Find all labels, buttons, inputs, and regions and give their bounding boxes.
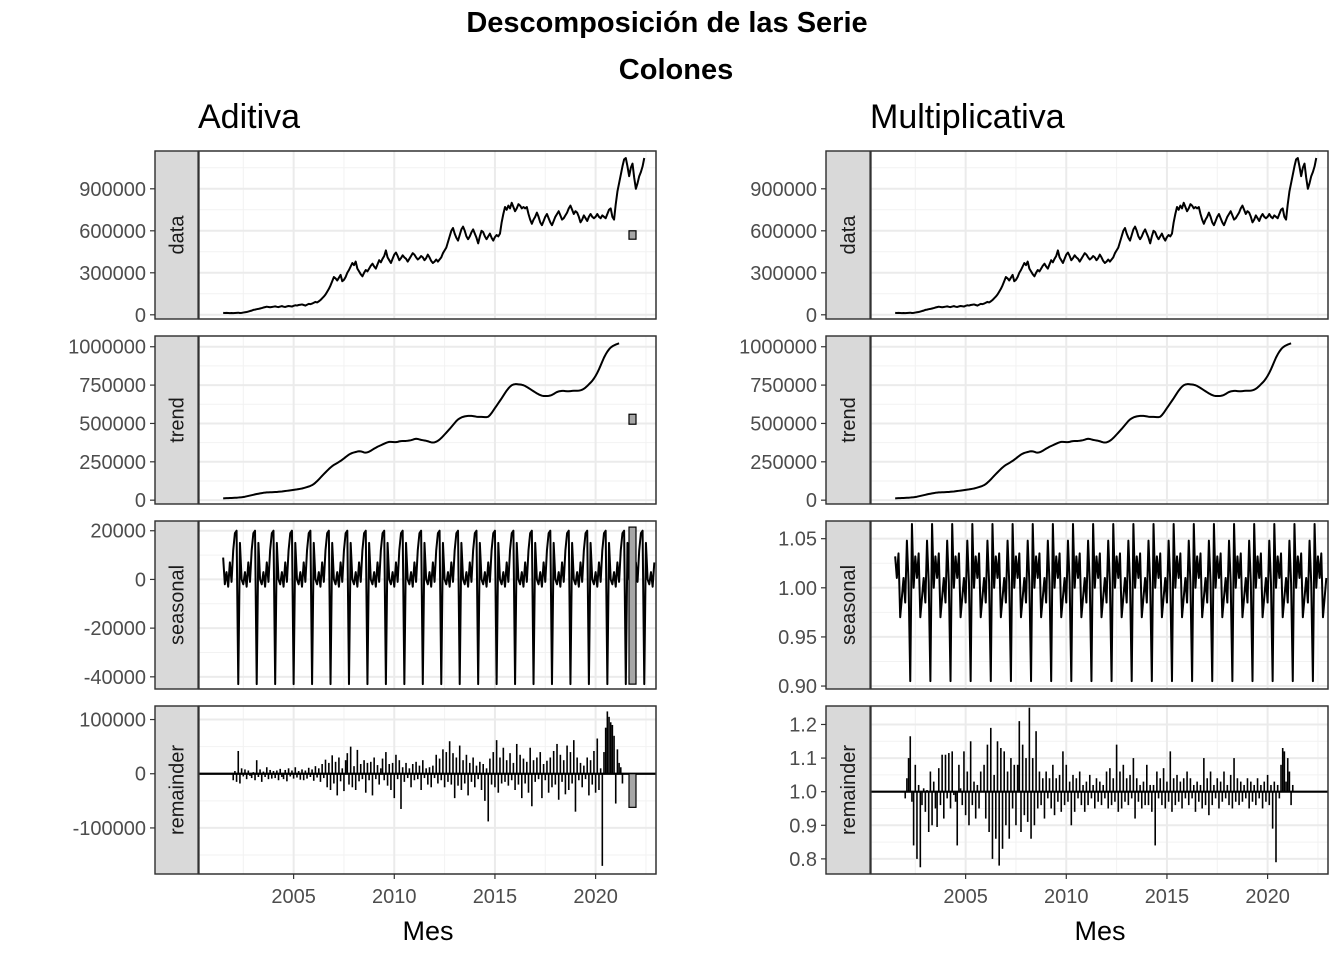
plot-area: data 0 300000 600000 900000 trend 0 250000 50000… <box>68 150 1329 908</box>
strip-label-data: data <box>838 215 860 255</box>
y-tick-label: 100000 <box>79 710 146 732</box>
y-tick-label: 1000000 <box>739 337 817 359</box>
y-tick-label: 1000000 <box>68 337 146 359</box>
y-tick-label: 0 <box>806 305 817 327</box>
series-line-seasonal <box>894 522 1328 683</box>
y-tick-label: 0 <box>135 490 146 512</box>
panel-background <box>871 336 1328 504</box>
series-line-data <box>223 157 646 315</box>
strip-box <box>825 705 871 875</box>
y-tick-label: -20000 <box>84 618 146 640</box>
multiplicativa-panel-trend: trend 0 250000 500000 750000 1000000 <box>739 335 1329 512</box>
panel-frame <box>825 705 1329 875</box>
panel-frame <box>825 520 1329 690</box>
x-tick-label: 2005 <box>271 886 316 908</box>
series-line-trend <box>895 342 1292 500</box>
strip-label-trend: trend <box>167 397 189 443</box>
y-tick-label: 300000 <box>79 263 146 285</box>
panel-frame <box>825 150 1329 320</box>
x-axis-label-multiplicativa: Mes <box>1074 916 1125 946</box>
panel-background <box>199 151 656 319</box>
x-tick-label: 2020 <box>1245 886 1290 908</box>
y-tick-label: 300000 <box>750 263 817 285</box>
strip-label-remainder: remainder <box>838 745 860 835</box>
range-bar <box>628 230 637 240</box>
y-tick-label: 600000 <box>750 221 817 243</box>
series-line-trend <box>223 342 620 500</box>
y-tick-label: 0.8 <box>789 849 817 871</box>
panel-frame <box>154 705 657 875</box>
y-tick-label: 0 <box>135 569 146 591</box>
y-tick-label: 0.90 <box>778 676 817 698</box>
panel-frame <box>154 150 657 320</box>
y-tick-label: 900000 <box>79 179 146 201</box>
strip-label-data: data <box>167 215 189 255</box>
x-axis-label-aditiva: Mes <box>402 916 453 946</box>
strip-label-seasonal: seasonal <box>838 565 860 645</box>
x-tick-label: 2005 <box>943 886 988 908</box>
aditiva-panel-remainder: remainder -100000 0 100000 2005 2010 2015 2020 <box>73 705 657 908</box>
figure-title: Descomposición de las Serie <box>466 7 867 39</box>
panel-background <box>871 151 1328 319</box>
y-tick-label: 0 <box>135 305 146 327</box>
x-tick-label: 2015 <box>1145 886 1190 908</box>
y-tick-label: 0.9 <box>789 815 817 837</box>
x-tick-label: 2020 <box>573 886 618 908</box>
strip-box <box>825 150 871 320</box>
aditiva-panel-trend: trend 0 250000 500000 750000 1000000 <box>68 335 657 512</box>
y-tick-label: 900000 <box>750 179 817 201</box>
range-bar <box>628 526 637 685</box>
y-tick-label: 250000 <box>79 452 146 474</box>
range-bar <box>628 773 637 808</box>
panel-background <box>199 336 656 504</box>
y-tick-label: 600000 <box>79 221 146 243</box>
strip-label-trend: trend <box>838 397 860 443</box>
multiplicativa-panel-seasonal: seasonal 0.90 0.95 1.00 1.05 <box>778 520 1329 698</box>
y-tick-label: 500000 <box>79 413 146 435</box>
y-tick-label: 1.2 <box>789 714 817 736</box>
aditiva-panel-data: data 0 300000 600000 900000 <box>79 150 657 327</box>
y-tick-label: 750000 <box>750 375 817 397</box>
strip-label-seasonal: seasonal <box>167 565 189 645</box>
strip-box <box>825 335 871 505</box>
strip-box <box>154 150 199 320</box>
x-tick-label: 2010 <box>372 886 417 908</box>
y-tick-label: 20000 <box>90 521 146 543</box>
panel-background <box>199 706 656 874</box>
subtitle-aditiva: Aditiva <box>198 98 300 136</box>
y-tick-label: 0.95 <box>778 627 817 649</box>
multiplicativa-panel-data: data 0 300000 600000 900000 <box>750 150 1329 327</box>
range-bar <box>628 413 637 425</box>
multiplicativa-panel-remainder: remainder 0.8 0.9 1.0 1.1 1.2 2005 2010 2015 2020 <box>789 705 1329 908</box>
y-tick-label: 1.0 <box>789 782 817 804</box>
subtitle-multiplicativa: Multiplicativa <box>870 98 1065 136</box>
y-tick-label: 1.1 <box>789 748 817 770</box>
y-tick-label: -100000 <box>73 818 146 840</box>
y-tick-label: 250000 <box>750 452 817 474</box>
panel-frame <box>154 520 657 690</box>
series-line-seasonal <box>222 529 656 686</box>
series-line-data <box>895 157 1318 315</box>
x-tick-label: 2015 <box>473 886 518 908</box>
aditiva-panel-seasonal: seasonal -40000 -20000 0 20000 <box>84 520 657 690</box>
panel-frame <box>154 335 657 505</box>
y-tick-label: 1.05 <box>778 529 817 551</box>
y-tick-label: 0 <box>135 764 146 786</box>
y-tick-label: 750000 <box>79 375 146 397</box>
y-tick-label: -40000 <box>84 667 146 689</box>
y-tick-label: 0 <box>806 490 817 512</box>
panel-frame <box>825 335 1329 505</box>
y-tick-label: 1.00 <box>778 578 817 600</box>
figure-subtitle: Colones <box>619 54 733 86</box>
strip-label-remainder: remainder <box>167 745 189 835</box>
x-tick-label: 2010 <box>1044 886 1089 908</box>
y-tick-label: 500000 <box>750 413 817 435</box>
